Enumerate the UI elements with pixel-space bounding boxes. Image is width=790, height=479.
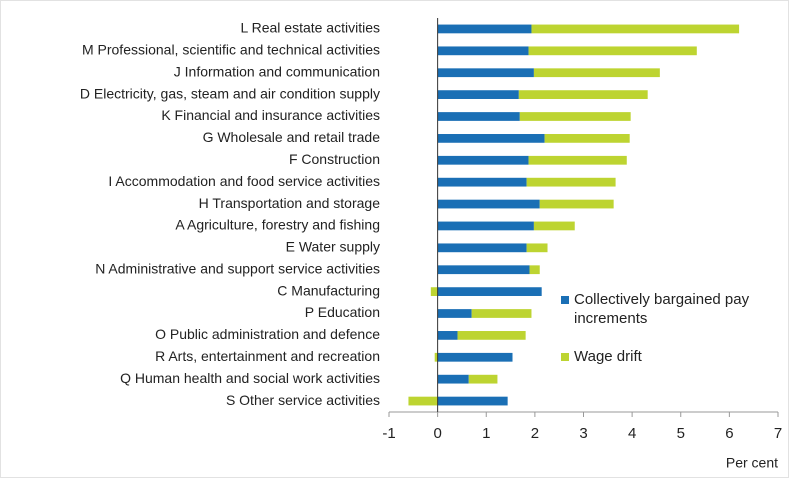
- bar: [437, 331, 458, 340]
- y-tick-label: S Other service activities: [226, 392, 380, 408]
- bar: [437, 287, 542, 296]
- bar: [437, 265, 530, 275]
- bar: [437, 309, 472, 318]
- bar: [526, 243, 548, 253]
- bar: [529, 265, 540, 275]
- x-axis-label: Per cent: [726, 455, 778, 471]
- y-tick-label: F Construction: [289, 151, 380, 167]
- bar: [437, 177, 527, 187]
- x-tick-label: 5: [677, 425, 685, 442]
- y-tick-label: M Professional, scientific and technical…: [82, 42, 380, 58]
- bar: [408, 396, 438, 406]
- bar: [430, 287, 438, 296]
- bar: [437, 221, 534, 231]
- bar: [528, 46, 697, 56]
- bar: [437, 374, 469, 384]
- bar: [437, 396, 508, 406]
- y-tick-label: P Education: [305, 304, 380, 320]
- legend-label: Collectively bargained pay increments: [574, 291, 750, 327]
- x-tick-label: 6: [725, 425, 733, 442]
- y-tick-label: G Wholesale and retail trade: [203, 129, 381, 145]
- x-tick-label: 2: [531, 425, 539, 442]
- bar: [457, 331, 526, 340]
- y-tick-label: R Arts, entertainment and recreation: [155, 348, 380, 364]
- bar: [437, 352, 513, 362]
- bar: [526, 177, 616, 187]
- bar: [533, 68, 660, 78]
- bar: [437, 68, 534, 78]
- y-tick-label: J Information and communication: [174, 63, 380, 79]
- y-tick-label: I Accommodation and food service activit…: [108, 173, 380, 189]
- legend-label: Wage drift: [574, 348, 642, 365]
- y-tick-label: H Transportation and storage: [199, 195, 381, 211]
- bar: [437, 155, 529, 165]
- bar: [533, 221, 575, 231]
- bar: [544, 134, 630, 143]
- x-tick-label: 1: [482, 425, 490, 442]
- bar: [437, 134, 545, 143]
- legend-entry: Collectively bargained pay increments: [574, 291, 750, 327]
- bar: [437, 90, 519, 99]
- y-tick-label: O Public administration and defence: [155, 326, 380, 342]
- y-tick-label: D Electricity, gas, steam and air condit…: [80, 85, 380, 101]
- legend-entry: Wage drift: [574, 348, 642, 365]
- bar: [539, 199, 614, 209]
- y-tick-label: K Financial and insurance activities: [161, 107, 380, 123]
- y-tick-label: C Manufacturing: [277, 282, 380, 298]
- bar: [437, 112, 520, 121]
- bar: [531, 24, 740, 34]
- y-tick-label: L Real estate activities: [240, 20, 380, 36]
- bar: [437, 46, 529, 56]
- x-tick-label: 7: [774, 425, 782, 442]
- bar: [518, 90, 648, 99]
- y-tick-label: N Administrative and support service act…: [95, 260, 380, 276]
- bar: [434, 352, 438, 362]
- y-tick-label: E Water supply: [286, 239, 380, 255]
- bar: [468, 374, 498, 384]
- legend-swatch: [561, 353, 569, 361]
- x-tick-label: 3: [579, 425, 587, 442]
- x-tick-label: -1: [382, 425, 395, 442]
- y-tick-label: A Agriculture, forestry and fishing: [175, 217, 380, 233]
- y-tick-label: Q Human health and social work activitie…: [120, 370, 380, 386]
- bar: [519, 112, 631, 121]
- bar: [528, 155, 627, 165]
- bar: [471, 309, 532, 318]
- bar: [437, 243, 527, 253]
- x-tick-label: 0: [433, 425, 441, 442]
- bar: [437, 24, 532, 34]
- bar: [437, 199, 540, 209]
- legend-swatch: [561, 296, 569, 304]
- x-tick-label: 4: [628, 425, 636, 442]
